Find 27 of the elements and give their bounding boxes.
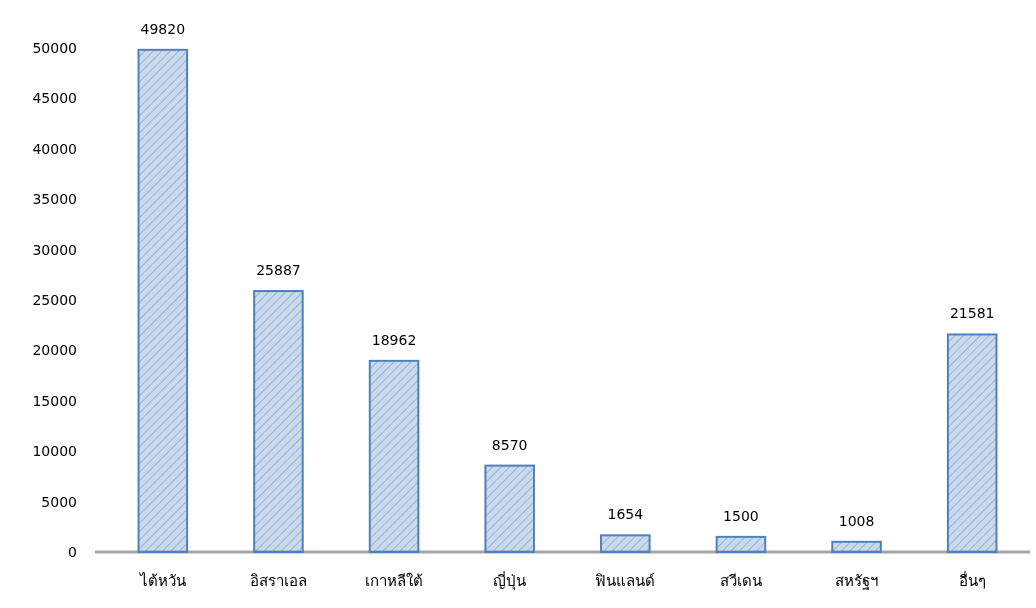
x-tick-label: เกาหลีใต้ xyxy=(365,572,424,590)
x-tick-label: ไต้หวัน xyxy=(138,572,186,590)
y-tick-label: 35000 xyxy=(32,191,77,208)
y-tick-label: 20000 xyxy=(32,342,77,359)
y-tick-label: 5000 xyxy=(41,493,77,510)
x-tick-label: สวีเดน xyxy=(719,572,762,590)
y-tick-label: 30000 xyxy=(32,241,77,258)
data-label: 25887 xyxy=(256,262,301,279)
data-label: 1654 xyxy=(607,506,644,523)
y-tick-label: 15000 xyxy=(32,392,77,409)
x-tick-label: ญี่ปุ่น xyxy=(493,570,527,591)
x-tick-label: อื่นๆ xyxy=(958,570,986,590)
y-tick-label: 45000 xyxy=(32,90,77,107)
data-label: 8570 xyxy=(491,436,528,453)
y-tick-label: 10000 xyxy=(32,443,77,460)
data-label: 18962 xyxy=(371,331,417,348)
x-tick-label: ฟินแลนด์ xyxy=(595,572,656,590)
y-tick-label: 25000 xyxy=(32,292,77,308)
data-label: 49820 xyxy=(140,20,186,37)
data-label: 1500 xyxy=(723,507,759,524)
y-tick-label: 0 xyxy=(68,544,77,560)
x-tick-label: สหรัฐฯ xyxy=(835,572,879,590)
data-label: 21581 xyxy=(949,305,995,322)
x-tick-label: อิสราเอล xyxy=(249,572,307,590)
y-tick-label: 50000 xyxy=(32,40,77,56)
y-tick-label: 40000 xyxy=(32,140,77,157)
data-label: 1008 xyxy=(838,512,875,529)
